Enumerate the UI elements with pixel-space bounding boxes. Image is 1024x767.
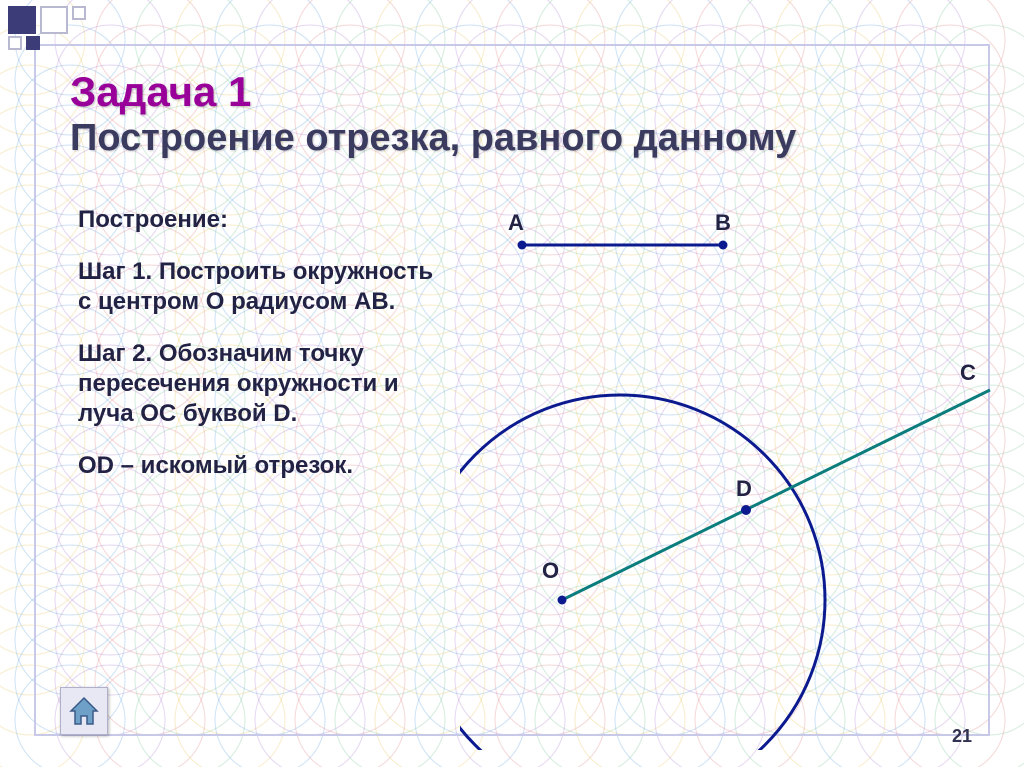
- point-d: [741, 505, 751, 515]
- point-o: [558, 596, 567, 605]
- label-o: O: [542, 558, 559, 583]
- construction-heading: Построение:: [78, 205, 448, 235]
- subtitle: Построение отрезка, равного данному: [70, 118, 950, 160]
- page-number: 21: [952, 726, 972, 747]
- content-layer: Задача 1 Построение отрезка, равного дан…: [0, 0, 1024, 767]
- step-1: Шаг 1. Построить окружность с центром О …: [78, 257, 448, 317]
- corner-decoration: [0, 0, 170, 60]
- home-button[interactable]: [60, 687, 108, 735]
- result-line: OD – искомый отрезок.: [78, 451, 448, 481]
- task-number: Задача 1: [70, 70, 950, 114]
- title-block: Задача 1 Построение отрезка, равного дан…: [70, 70, 950, 160]
- construction-circle: [460, 395, 825, 750]
- home-icon: [67, 694, 101, 728]
- label-a: A: [508, 210, 524, 235]
- body-text: Построение: Шаг 1. Построить окружность …: [78, 205, 448, 503]
- step-2: Шаг 2. Обозначим точку пересечения окруж…: [78, 339, 448, 429]
- label-d: D: [736, 476, 752, 501]
- label-c: C: [960, 360, 976, 385]
- point-b: [719, 241, 728, 250]
- geometry-diagram: A B O D C: [460, 200, 1010, 750]
- ray-oc: [562, 390, 990, 600]
- slide: Задача 1 Построение отрезка, равного дан…: [0, 0, 1024, 767]
- label-b: B: [715, 210, 731, 235]
- point-a: [518, 241, 527, 250]
